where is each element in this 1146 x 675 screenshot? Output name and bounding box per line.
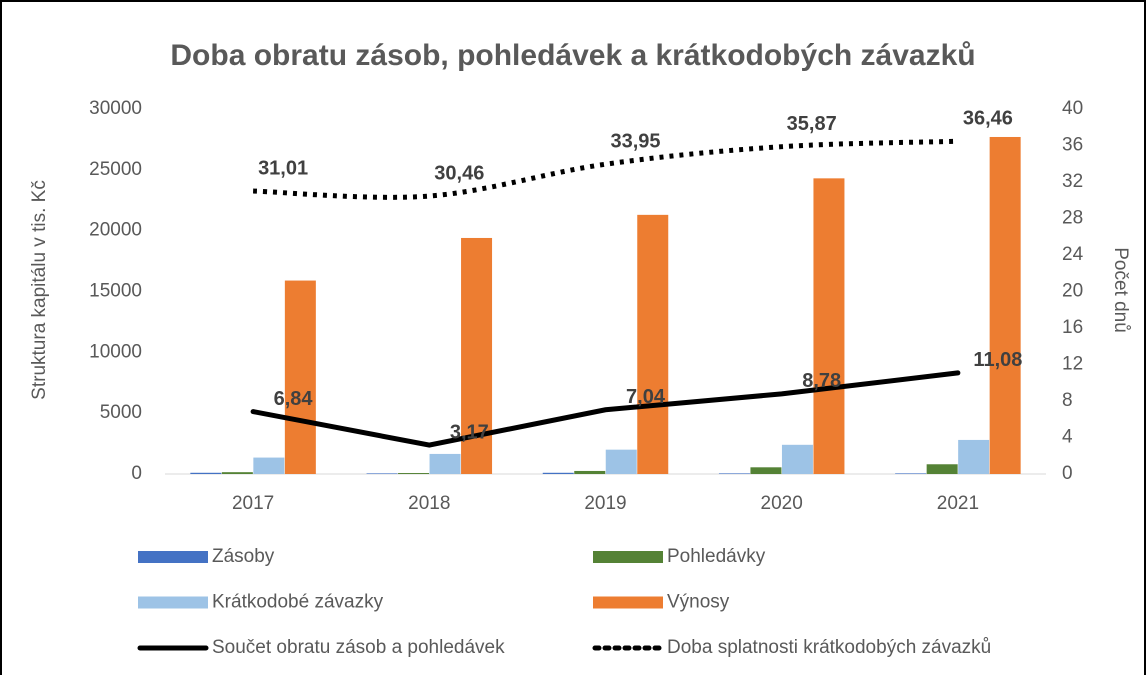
bar: [221, 472, 253, 474]
y-tick-label: 20000: [89, 220, 142, 241]
chart-title: Doba obratu zásob, pohledávek a krátkodo…: [170, 39, 975, 72]
legend-label: Doba splatnosti krátkodobých závazků: [667, 637, 991, 658]
y2-tick-label: 28: [1062, 208, 1083, 229]
y2-tick-label: 4: [1062, 427, 1073, 448]
bar: [926, 464, 958, 474]
bar: [398, 473, 430, 474]
y2-tick-label: 20: [1062, 281, 1083, 302]
y2-tick-label: 40: [1062, 98, 1083, 119]
bar: [637, 214, 669, 474]
legend-swatch: [138, 596, 208, 609]
x-tick-label: 2021: [937, 493, 979, 514]
y-tick-label: 5000: [100, 402, 142, 423]
bar: [429, 453, 461, 474]
y2-tick-label: 8: [1062, 390, 1073, 411]
bar: [989, 136, 1021, 474]
y-axis-title: Struktura kapitálu v tis. Kč: [29, 180, 50, 400]
x-tick-label: 2020: [761, 493, 803, 514]
y-tick-label: 10000: [89, 341, 142, 362]
bar: [781, 444, 813, 474]
value-label: 7,04: [626, 386, 666, 408]
x-tick-label: 2019: [584, 493, 626, 514]
y2-tick-label: 36: [1062, 135, 1083, 156]
bar: [718, 473, 750, 474]
bar: [574, 470, 606, 474]
bar: [958, 439, 990, 474]
bar: [895, 473, 927, 474]
y2-axis-title: Počet dnů: [1110, 247, 1131, 333]
legend-swatch: [593, 596, 663, 609]
legend-label: Pohledávky: [667, 546, 766, 567]
bar: [366, 473, 398, 474]
bar: [284, 280, 316, 474]
bar: [813, 178, 845, 474]
y-tick-label: 15000: [89, 281, 142, 302]
legend-label: Výnosy: [667, 592, 730, 613]
bar: [750, 467, 782, 474]
x-tick-label: 2018: [408, 493, 450, 514]
y-tick-label: 30000: [89, 98, 142, 119]
value-label: 36,46: [963, 108, 1013, 130]
value-label: 6,84: [274, 388, 314, 410]
line: [250, 370, 961, 448]
y2-tick-label: 0: [1062, 463, 1073, 484]
value-label: 30,46: [434, 162, 484, 184]
legend-label: Zásoby: [212, 546, 275, 567]
value-label: 33,95: [610, 130, 660, 152]
value-label: 11,08: [973, 349, 1022, 371]
y2-tick-label: 32: [1062, 171, 1083, 192]
bar: [605, 449, 637, 474]
line: [253, 138, 958, 200]
legend-swatch: [138, 551, 208, 563]
y2-tick-label: 24: [1062, 244, 1084, 265]
value-label: 3,17: [450, 421, 489, 443]
y2-tick-label: 12: [1062, 354, 1083, 375]
legend-swatch: [593, 551, 663, 563]
legend-label: Krátkodobé závazky: [212, 592, 384, 613]
x-tick-label: 2017: [232, 493, 274, 514]
bar: [542, 472, 574, 474]
value-label: 8,78: [802, 370, 841, 392]
value-label: 31,01: [258, 157, 308, 179]
legend-label: Součet obratu zásob a pohledávek: [212, 637, 505, 658]
value-label: 35,87: [787, 113, 837, 135]
y-tick-label: 25000: [89, 159, 142, 180]
bar: [190, 472, 222, 474]
bar: [253, 457, 285, 474]
y2-tick-label: 16: [1062, 317, 1083, 338]
y-tick-label: 0: [131, 463, 142, 484]
